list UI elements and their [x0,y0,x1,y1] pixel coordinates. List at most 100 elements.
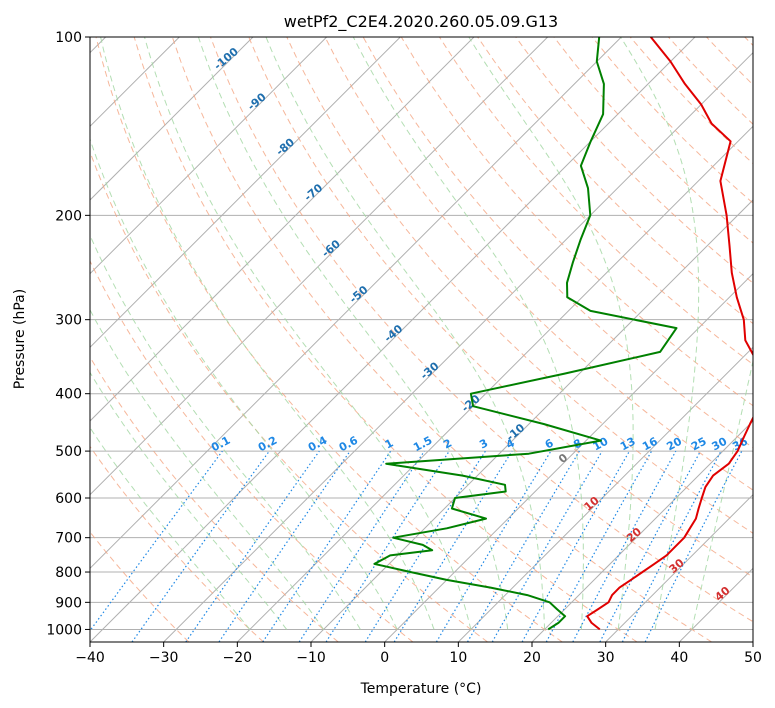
moist-adiabat-line [468,37,634,630]
isotherm-line [752,641,753,642]
dry-adiabat-label: 10 [582,494,602,514]
moist-adiabat-line [100,37,435,630]
moist-adiabat-line [90,371,288,630]
mixing-ratio-line [435,450,552,642]
mixing-ratio-label: 30 [710,435,730,454]
dry-adiabat-line [90,531,190,642]
mixing-ratio-line [644,450,743,642]
temperature-line [586,37,753,631]
chart-title: wetPf2_C2E4.2020.260.05.09.G13 [284,12,558,32]
mixing-ratio-line [599,450,702,642]
mixing-ratio-line [262,450,392,642]
dry-adiabat-label: -90 [245,90,269,113]
dewpoint-line [373,37,678,631]
y-tick-label: 1000 [46,622,82,638]
dry-adiabat-label: 40 [712,584,732,604]
y-tick-label: 800 [55,565,82,581]
isotherm-line [90,37,254,201]
moist-adiabat-line [352,37,584,630]
dry-adiabat-label: -80 [274,135,298,158]
dry-adiabat-label: 30 [667,556,687,576]
dry-adiabat-line [95,37,563,642]
isotherm-line [90,37,328,275]
y-tick-label: 500 [55,444,82,460]
isotherm-line [236,125,753,642]
moist-adiabat-line [90,234,361,630]
mixing-ratio-line [185,450,320,642]
x-tick-label: 40 [670,650,688,666]
isotherm-line [90,37,549,496]
mixing-ratio-label: 20 [664,435,684,454]
moist-adiabat-line [90,426,251,630]
dry-adiabat-label: -100 [212,45,242,73]
isotherm-line [605,493,753,642]
dry-adiabat-label: 20 [624,525,644,545]
dry-adiabat-line [515,37,753,284]
dry-adiabat-line [210,37,753,623]
y-tick-label: 600 [55,491,82,507]
y-axis: 100 200 300 400 500 600 700 800 900 1000 [46,30,90,638]
x-tick-label: −40 [75,650,105,666]
y-tick-label: 400 [55,387,82,403]
mixing-ratio-line [90,450,223,632]
dry-adiabat-line [171,37,712,642]
x-tick-label: −10 [296,650,326,666]
mixing-ratio-label: 16 [640,435,660,454]
moist-adiabat-line [144,37,472,630]
x-tick-label: 0 [380,650,389,666]
dry-adiabat-line [133,37,638,642]
isotherm-line [90,37,401,349]
isotherm-line [457,346,753,642]
y-tick-label: 300 [55,313,82,329]
dry-adiabat-line [286,37,753,534]
x-tick-label: −30 [149,650,179,666]
x-tick-label: −20 [223,650,253,666]
y-axis-label: Pressure (hPa) [12,289,28,389]
x-tick-label: 30 [597,650,615,666]
isotherm-line [384,272,753,642]
mixing-ratio-line [131,450,270,642]
dry-adiabat-line [553,37,753,244]
moist-adiabat-line [691,358,753,630]
mixing-ratio-line [325,450,450,642]
isotherm-line [90,37,475,422]
dry-adiabat-line [90,356,339,642]
mixing-ratio-line [545,450,653,642]
dry-adiabat-label: -40 [382,322,406,345]
dry-adiabat-line [744,37,753,47]
y-tick-label: 700 [55,531,82,547]
mixing-ratio-label: 2 [441,436,454,451]
dry-adiabat-line [591,37,753,204]
isotherm-line [678,567,753,642]
x-tick-label: 50 [744,650,762,666]
mixing-ratio-label: 10 [591,435,611,454]
mixing-ratio-line [218,450,351,642]
x-tick-label: 10 [449,650,467,666]
y-tick-label: 900 [55,595,82,611]
x-tick-label: 20 [523,650,541,666]
plot-area: 0.1 0.2 0.4 0.6 1 1.5 2 3 4 6 8 10 13 16 20 25 30 36-100-… [90,37,753,642]
x-axis: −40 −30 −20 −10 0 10 20 30 40 50 [75,642,762,666]
mixing-ratio-line [521,450,631,642]
mixing-ratio-line [298,450,425,642]
dry-adiabat-line [668,37,753,125]
mixing-ratio-label: 3 [477,436,490,451]
mixing-ratio-line [572,450,677,642]
dry-adiabat-line [248,37,753,578]
y-tick-label: 200 [55,208,82,224]
dry-adiabat-line [324,37,753,491]
dry-adiabat-line [90,445,264,642]
plot-frame [89,36,754,643]
y-tick-label: 100 [55,30,82,46]
mixing-ratio-label: 13 [618,435,638,454]
isotherm-line [531,420,753,642]
moist-adiabat-line [620,37,700,630]
dry-adiabat-label: -60 [319,237,343,260]
isotherm-line [90,37,696,642]
moist-adiabat-line [197,37,509,630]
dry-adiabat-line [90,259,414,642]
isotherm-line [163,51,753,642]
moist-adiabat-line [265,37,546,630]
mixing-ratio-label: 25 [689,435,709,454]
